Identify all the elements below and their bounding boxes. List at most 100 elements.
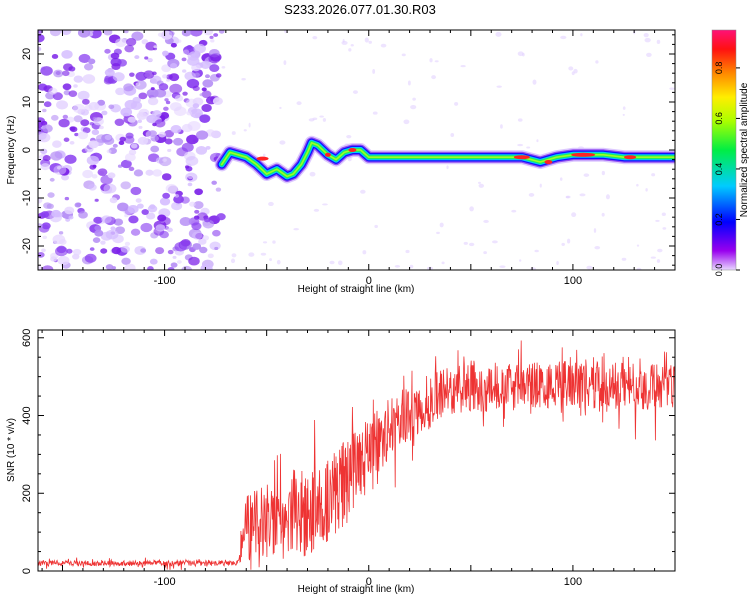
noise-blob [164,138,173,145]
y-tick-label: 20 [21,48,33,60]
noise-blob [186,44,193,50]
noise-blob [101,110,108,116]
noise-blob [147,266,154,270]
noise-blob [64,154,77,164]
noise-blob [110,52,120,60]
noise-blob [643,33,649,38]
noise-blob [186,134,199,145]
noise-blob [469,206,474,212]
noise-blob [64,196,70,201]
chart-title: S233.2026.077.01.30.R03 [284,2,436,17]
noise-blob [92,164,97,168]
noise-blob [207,253,214,259]
noise-blob [150,145,160,153]
noise-blob [214,246,219,251]
noise-blob [170,63,178,69]
noise-blob [52,92,63,101]
noise-blob [163,106,169,111]
noise-blob [511,209,517,213]
y-tick-label: 600 [21,329,33,347]
noise-blob [158,131,166,138]
noise-blob [215,73,222,78]
noise-blob [243,129,247,132]
x-tick-label: 0 [366,275,372,287]
noise-blob [185,165,190,169]
spectrogram-x-label: Height of straight line (km) [298,284,415,295]
noise-blob [174,95,184,102]
noise-blob [42,155,51,162]
noise-blob [215,187,222,192]
noise-blob [64,206,75,215]
noise-blob [352,90,358,94]
noise-blob [146,212,156,220]
noise-blob [41,265,54,270]
noise-blob [319,115,324,118]
noise-blob [568,66,574,71]
noise-blob [521,52,525,57]
noise-blob [162,74,168,79]
noise-blob [41,248,46,253]
noise-blob [212,229,221,237]
noise-blob [195,146,208,155]
noise-blob [137,136,149,145]
noise-blob [47,192,55,198]
noise-blob [89,247,95,251]
ridge-peak [348,148,357,152]
noise-blob [436,231,440,235]
noise-blob [203,30,214,36]
noise-blob [187,120,201,131]
x-tick-label: 0 [366,576,372,588]
noise-blob [38,265,43,270]
noise-blob [148,91,158,99]
noise-blob [73,115,83,123]
noise-blob [580,33,583,37]
noise-blob [66,248,73,254]
noise-blob [41,120,48,126]
noise-blob [84,253,97,263]
noise-blob [94,225,102,231]
noise-blob [130,228,141,236]
y-tick-label: 400 [21,406,33,424]
noise-blob [657,248,663,253]
noise-blob [565,195,571,199]
noise-blob [55,211,63,218]
noise-blob [173,106,187,117]
noise-blob [536,139,539,143]
noise-blob [92,237,101,244]
noise-blob [62,70,70,77]
noise-blob [105,264,114,270]
noise-blob [394,264,401,268]
noise-blob [322,203,328,206]
noise-blob [170,125,182,134]
noise-blob [169,83,183,94]
noise-blob [82,98,90,105]
noise-blob [68,215,74,220]
spectrogram-y-label: Frequency (Hz) [6,116,17,185]
noise-blob [248,252,255,257]
noise-blob [412,97,416,101]
noise-blob [48,87,58,95]
noise-blob [165,100,171,105]
noise-blob [50,256,58,262]
noise-blob [656,259,661,263]
noise-blob [82,169,94,179]
noise-blob [147,97,159,106]
noise-blob [97,168,108,176]
noise-blob [73,84,78,88]
noise-blob [279,106,282,109]
noise-blob [374,224,378,229]
noise-blob [431,75,437,80]
noise-blob [58,118,70,128]
noise-blob [136,203,144,209]
noise-blob [463,241,468,245]
noise-blob [118,140,125,146]
noise-blob [49,30,61,37]
noise-blob [149,258,158,265]
noise-blob [167,266,175,270]
noise-blob [100,240,106,245]
noise-blob [161,173,172,181]
noise-blob [104,48,111,54]
colorbar-frame [711,29,737,271]
noise-blob [439,222,444,228]
